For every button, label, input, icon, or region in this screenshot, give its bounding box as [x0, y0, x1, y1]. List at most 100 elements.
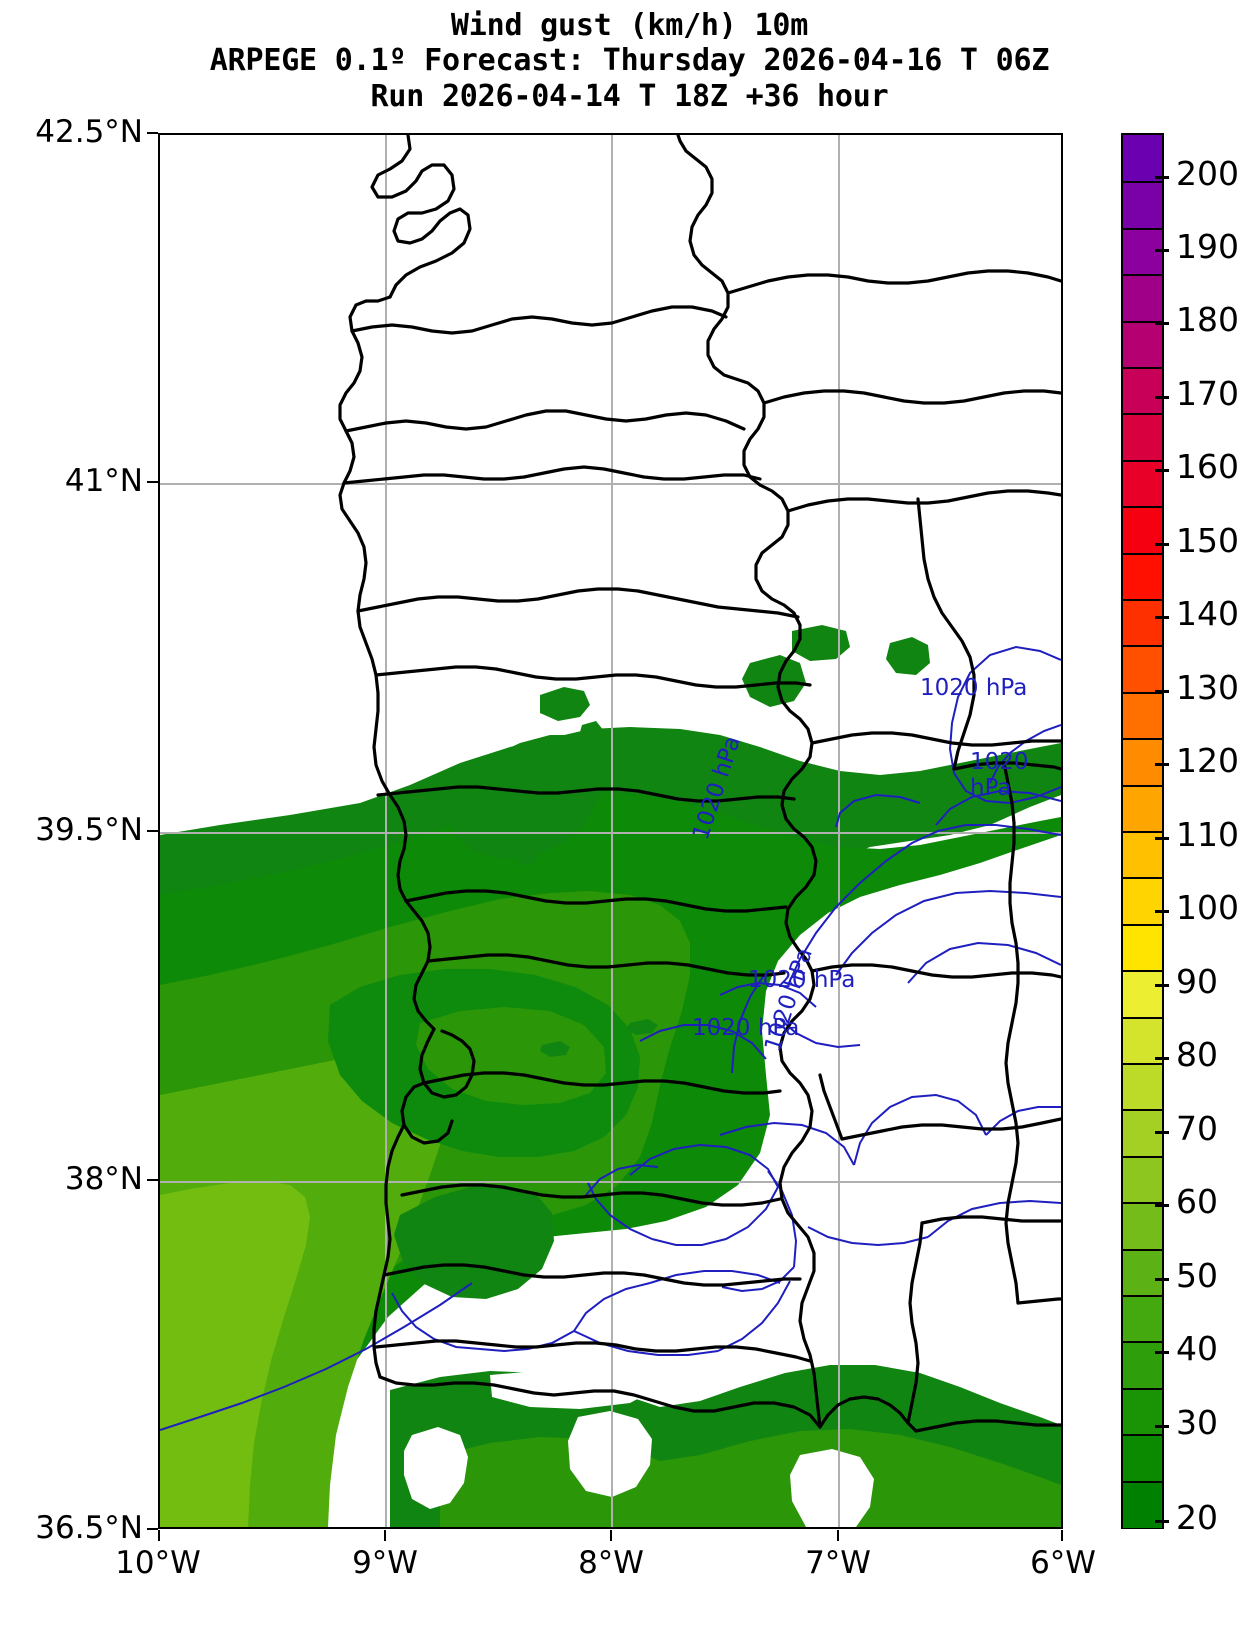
colorbar-tick-mark — [1155, 1425, 1169, 1428]
colorbar-tick-label: 150 — [1176, 521, 1239, 560]
colorbar-band — [1123, 367, 1162, 414]
gust-gap-algarve-2 — [568, 1411, 652, 1497]
colorbar-band — [1123, 320, 1162, 368]
gust-gap-inner-south — [490, 1369, 660, 1409]
colorbar-tick-mark — [1155, 543, 1169, 546]
colorbar-tick-label: 160 — [1176, 447, 1239, 486]
colorbar-tick-label: 50 — [1176, 1256, 1218, 1295]
colorbar-band-divider — [1123, 1480, 1162, 1483]
colorbar-band — [1123, 970, 1162, 1018]
colorbar-tick-label: 80 — [1176, 1035, 1218, 1074]
colorbar-band-divider — [1123, 367, 1162, 369]
colorbar-band — [1123, 1155, 1162, 1203]
colorbar-tick-mark — [1155, 322, 1169, 325]
mslp-contour-lines — [160, 645, 1061, 1431]
gust-patch-coastal-north — [448, 735, 604, 859]
colorbar-band-divider — [1123, 181, 1162, 184]
xtick-mark — [158, 1530, 160, 1541]
colorbar-band — [1123, 877, 1162, 925]
colorbar[interactable] — [1121, 133, 1164, 1529]
colorbar-band — [1123, 738, 1162, 786]
colorbar-bands — [1123, 135, 1162, 1528]
colorbar-tick-mark — [1155, 1131, 1169, 1134]
colorbar-band — [1123, 1480, 1162, 1528]
colorbar-tick-mark — [1155, 616, 1169, 619]
gust-patch-ne-3 — [792, 625, 850, 661]
colorbar-band — [1123, 923, 1162, 971]
ytick-label-39-5n: 39.5°N — [35, 812, 143, 848]
gust-patch-mid-3 — [626, 1019, 658, 1035]
colorbar-tick-label: 130 — [1176, 668, 1239, 707]
colorbar-band — [1123, 1016, 1162, 1064]
gust-patch-ne-5 — [578, 721, 604, 749]
colorbar-band-divider — [1123, 413, 1162, 416]
colorbar-band-divider — [1123, 1202, 1162, 1205]
map-plot-area[interactable]: 1020 hPa 1020 hPa 1020 hPa 1020 hPa 1020… — [158, 133, 1063, 1529]
colorbar-band — [1123, 1248, 1162, 1296]
colorbar-band-divider — [1123, 1434, 1162, 1437]
colorbar-tick-label: 60 — [1176, 1182, 1218, 1221]
colorbar-tick-label: 120 — [1176, 741, 1239, 780]
colorbar-band-divider — [1123, 1341, 1162, 1344]
colorbar-band — [1123, 645, 1162, 693]
colorbar-band — [1123, 1063, 1162, 1110]
colorbar-band-divider — [1123, 970, 1162, 973]
colorbar-band — [1123, 784, 1162, 832]
ytick-mark — [147, 132, 158, 134]
colorbar-tick-mark — [1155, 837, 1169, 840]
colorbar-tick-label: 140 — [1176, 594, 1239, 633]
colorbar-tick-mark — [1155, 1520, 1169, 1523]
colorbar-tick-mark — [1155, 176, 1169, 179]
colorbar-band — [1123, 691, 1162, 739]
colorbar-tick-label: 180 — [1176, 300, 1239, 339]
gust-patch-ne-2 — [742, 655, 806, 707]
colorbar-band — [1123, 506, 1162, 554]
colorbar-band-divider — [1123, 506, 1162, 509]
colorbar-tick-label: 90 — [1176, 962, 1218, 1001]
colorbar-tick-mark — [1155, 1057, 1169, 1060]
colorbar-band-divider — [1123, 599, 1162, 601]
ytick-mark — [147, 830, 158, 832]
ytick-label-38n: 38°N — [64, 1161, 143, 1197]
colorbar-band-divider — [1123, 320, 1162, 323]
gust-patch-setubal — [394, 1185, 554, 1299]
gust-gap-algarve-1 — [404, 1427, 468, 1509]
xtick-mark — [837, 1530, 839, 1541]
colorbar-tick-label: 200 — [1176, 154, 1239, 193]
colorbar-band-divider — [1123, 691, 1162, 694]
xtick-label-10w: 10°W — [115, 1545, 201, 1581]
gust-patch-ne-1 — [540, 687, 590, 721]
gust-patch-ne-4 — [886, 637, 930, 675]
colorbar-tick-mark — [1155, 249, 1169, 252]
colorbar-band-divider — [1123, 738, 1162, 741]
colorbar-band — [1123, 135, 1162, 182]
colorbar-band-divider — [1123, 1155, 1162, 1158]
colorbar-tick-label: 170 — [1176, 374, 1239, 413]
colorbar-band-divider — [1123, 877, 1162, 880]
colorbar-band-divider — [1123, 923, 1162, 926]
colorbar-band — [1123, 1202, 1162, 1250]
colorbar-band — [1123, 413, 1162, 461]
colorbar-band — [1123, 552, 1162, 600]
colorbar-tick-label: 70 — [1176, 1109, 1218, 1148]
colorbar-band — [1123, 1295, 1162, 1342]
ytick-label-41n: 41°N — [64, 463, 143, 499]
colorbar-band — [1123, 1341, 1162, 1389]
colorbar-band-divider — [1123, 1016, 1162, 1019]
colorbar-tick-mark — [1155, 1204, 1169, 1207]
colorbar-band — [1123, 459, 1162, 507]
ytick-mark — [147, 481, 158, 483]
colorbar-tick-mark — [1155, 1351, 1169, 1354]
colorbar-band-divider — [1123, 1063, 1162, 1065]
xtick-mark — [610, 1530, 612, 1541]
colorbar-band-divider — [1123, 1387, 1162, 1390]
colorbar-tick-mark — [1155, 984, 1169, 987]
colorbar-band-divider — [1123, 227, 1162, 230]
colorbar-band-divider — [1123, 552, 1162, 555]
colorbar-band-divider — [1123, 645, 1162, 648]
gust-band-40 — [160, 1181, 310, 1527]
gust-gap-algarve-3 — [790, 1449, 874, 1527]
title-forecast: ARPEGE 0.1º Forecast: Thursday 2026-04-1… — [209, 43, 1050, 79]
colorbar-tick-label: 20 — [1176, 1498, 1218, 1537]
